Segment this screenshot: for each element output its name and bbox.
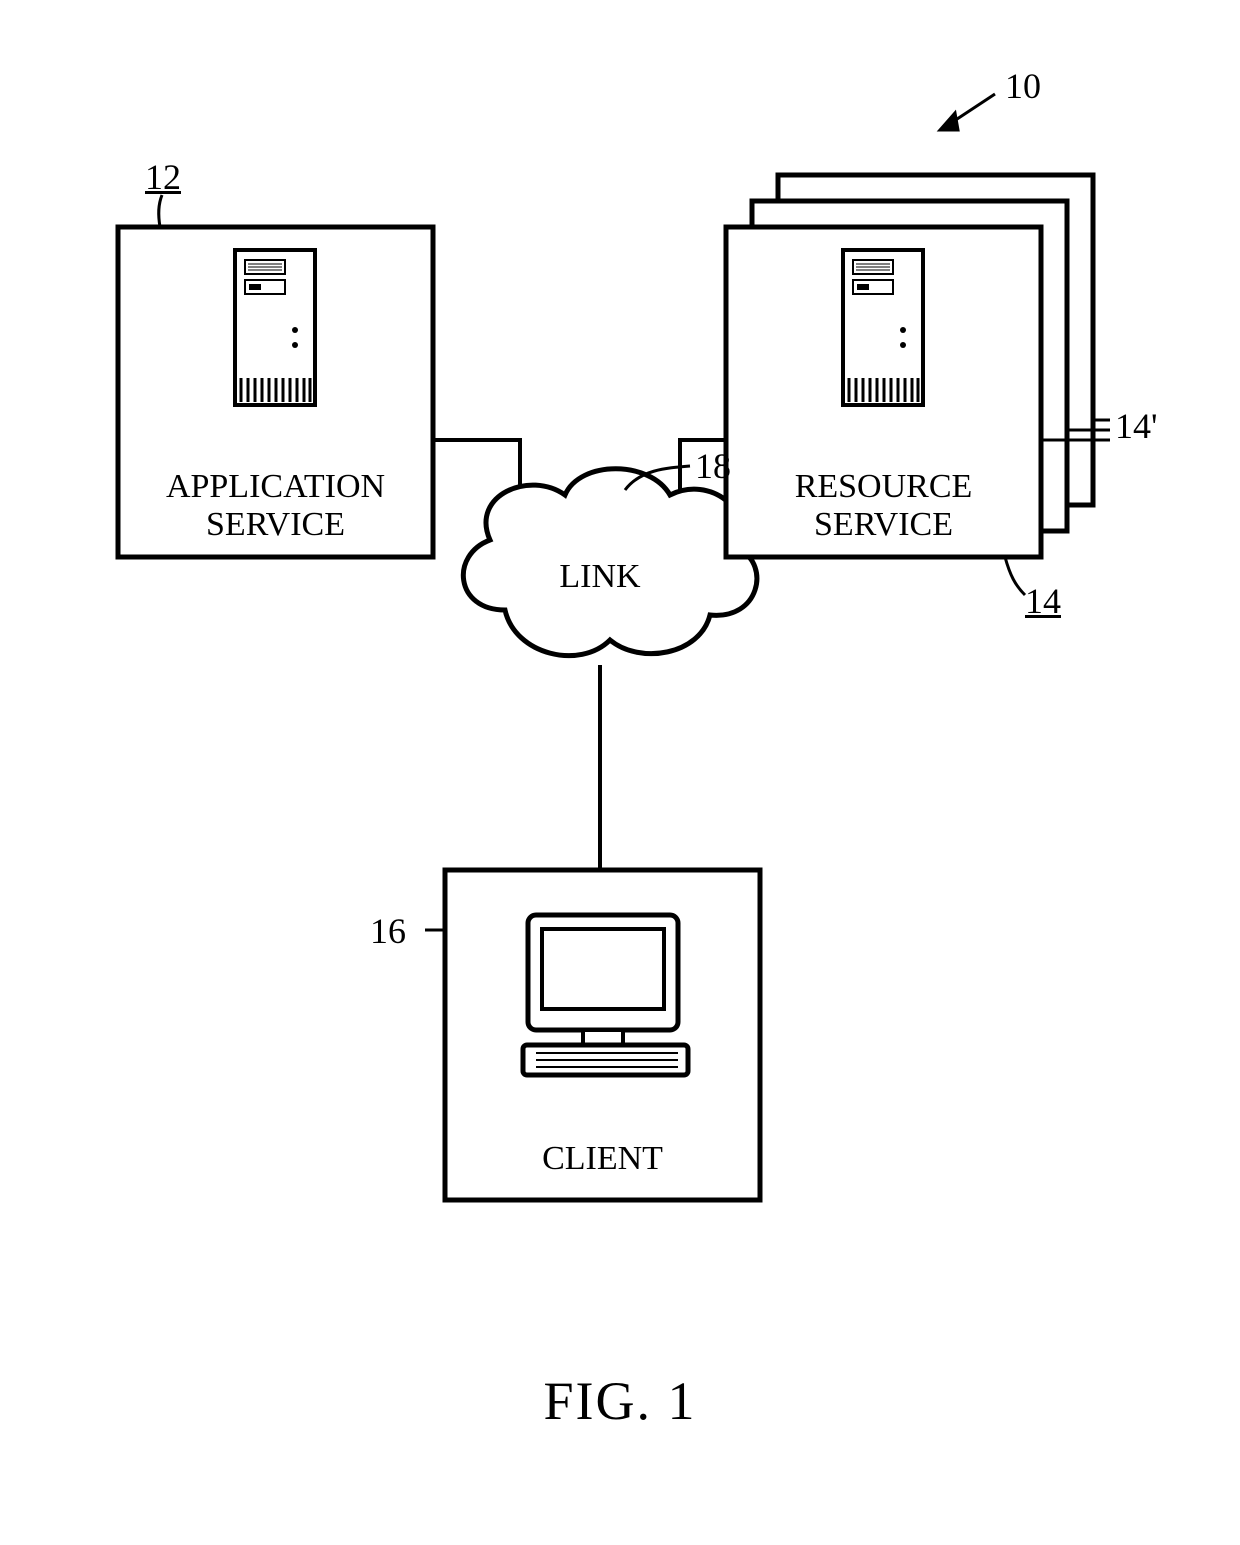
ref-10: 10 <box>1005 65 1041 107</box>
ref-16: 16 <box>370 910 406 952</box>
ref-12-leader <box>159 195 162 227</box>
ref-14-prime: 14' <box>1115 405 1158 447</box>
diagram-canvas <box>0 0 1240 1545</box>
ref-10-arrow <box>940 94 995 130</box>
app-service-label-1: APPLICATION <box>118 468 433 506</box>
ref-18: 18 <box>695 445 731 487</box>
app-service-label-2: SERVICE <box>118 506 433 544</box>
figure-caption: FIG. 1 <box>0 1370 1240 1432</box>
link-label: LINK <box>520 558 680 596</box>
resource-service-label-2: SERVICE <box>726 506 1041 544</box>
ref-14: 14 <box>1025 580 1061 622</box>
ref-12: 12 <box>145 156 181 198</box>
ref-14-leader <box>1005 557 1025 595</box>
client-label: CLIENT <box>445 1140 760 1178</box>
resource-service-label-1: RESOURCE <box>726 468 1041 506</box>
